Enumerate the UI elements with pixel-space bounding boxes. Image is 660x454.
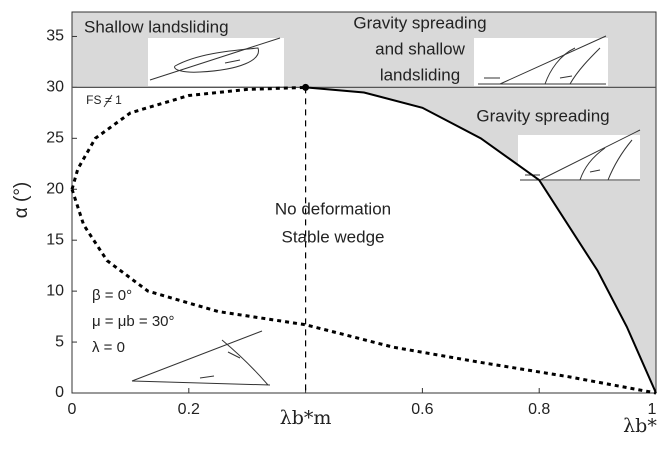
y-tick-label: 30 <box>46 79 64 96</box>
annotation: Gravity spreading <box>476 106 609 125</box>
shaded-region <box>72 12 656 393</box>
y-tick-label: 15 <box>46 231 64 248</box>
y-tick-label: 5 <box>55 333 64 350</box>
inset-stable <box>131 330 271 386</box>
solid-curve <box>305 86 657 394</box>
annotation: FS = 1 <box>86 93 122 107</box>
annotation: Shallow landsliding <box>84 17 229 36</box>
y-tick-label: 0 <box>55 384 64 401</box>
dotted-curve <box>70 85 306 190</box>
shade-layer <box>72 12 656 393</box>
x-end-label: λb* <box>623 415 657 437</box>
x-tick-label: 0.8 <box>528 401 550 418</box>
y-tick-label: 10 <box>46 282 64 299</box>
inset-spreading <box>518 129 641 181</box>
annotation: Stable wedge <box>281 227 384 246</box>
annotation: landsliding <box>380 65 460 84</box>
x-tick-label: 1 <box>648 401 657 418</box>
annotation: No deformation <box>275 199 391 218</box>
x-tick-label: 0 <box>68 401 77 418</box>
fs-pointer <box>103 94 113 108</box>
y-tick-label: 20 <box>46 180 64 197</box>
annotation: β = 0° <box>92 287 132 304</box>
plot-frame <box>71 11 657 394</box>
annotation: μ = μb = 30° <box>92 313 175 330</box>
inset-shallow <box>148 37 284 86</box>
y-tick-label: 35 <box>46 28 64 45</box>
annotation: and shallow <box>375 39 466 58</box>
junction-point <box>302 83 310 91</box>
x-tick-label: 0.6 <box>411 401 433 418</box>
dotted-curve <box>70 188 657 395</box>
annotation: λ = 0 <box>92 339 125 356</box>
x-tick-label: λb*m <box>280 407 332 429</box>
y-tick-label: 25 <box>46 130 64 147</box>
inset-spreading-landsliding <box>474 35 608 86</box>
x-tick-label: 0.2 <box>178 401 200 418</box>
y-axis-label: α (°) <box>11 182 32 219</box>
annotation: Gravity spreading <box>353 13 486 32</box>
